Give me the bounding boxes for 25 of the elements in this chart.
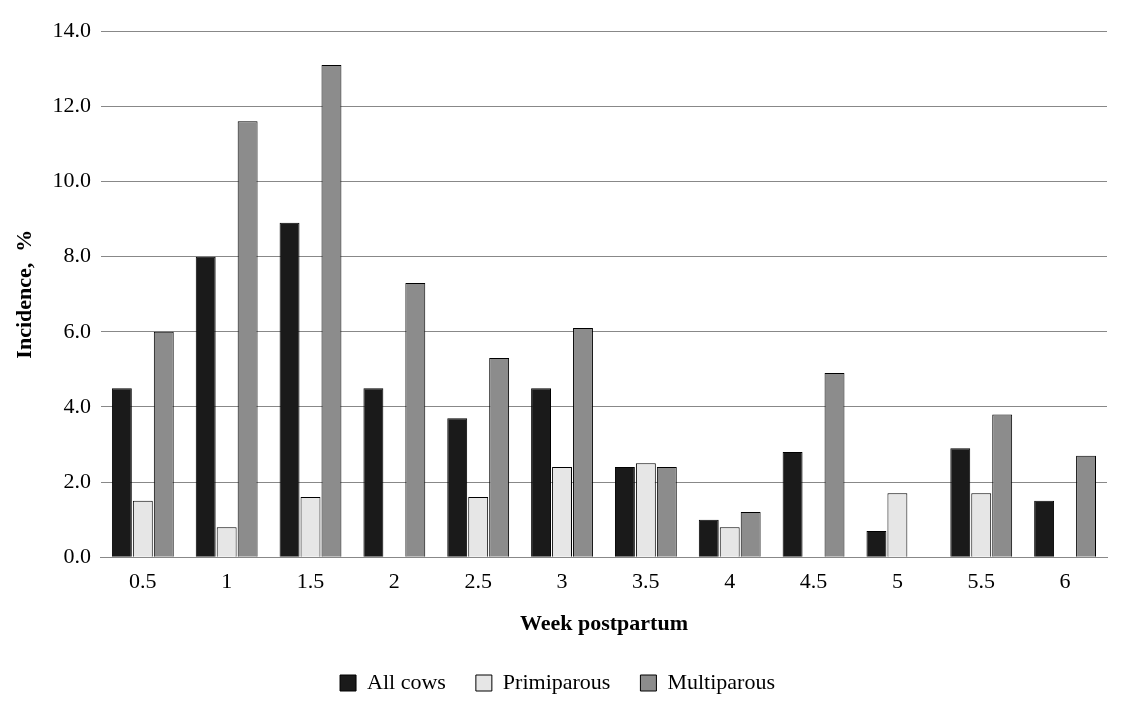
x-tick-label: 4.5 xyxy=(799,568,828,594)
y-tick-label: 4.0 xyxy=(63,392,91,418)
y-tick-label: 6.0 xyxy=(63,317,91,343)
x-tick-label: 0.5 xyxy=(129,568,157,594)
x-tick-label: 3.5 xyxy=(632,568,660,594)
x-tick-label: 2 xyxy=(388,568,400,594)
y-axis-title: Incidence, % xyxy=(10,229,36,359)
y-tick-label: 14.0 xyxy=(52,16,91,42)
legend-label: All cows xyxy=(367,668,446,694)
x-tick-label: 5.5 xyxy=(967,568,995,594)
y-tick-label: 8.0 xyxy=(63,242,91,268)
y-tick-label: 12.0 xyxy=(52,92,91,118)
x-tick-label: 3 xyxy=(556,568,568,594)
legend-label: Multiparous xyxy=(667,668,775,694)
y-tick-label: 10.0 xyxy=(52,167,91,193)
x-tick-label: 5 xyxy=(891,568,903,594)
y-tick-label: 0.0 xyxy=(63,542,91,568)
x-tick-label: 6 xyxy=(1059,568,1071,594)
y-tick-label: 2.0 xyxy=(63,467,91,493)
x-tick-label: 4 xyxy=(724,568,736,594)
x-tick-label: 1.5 xyxy=(296,568,325,594)
x-tick-label: 1 xyxy=(221,568,233,594)
x-tick-label: 2.5 xyxy=(464,568,492,594)
legend-label: Primiparous xyxy=(502,668,611,694)
x-axis-title: Week postpartum xyxy=(519,610,688,636)
